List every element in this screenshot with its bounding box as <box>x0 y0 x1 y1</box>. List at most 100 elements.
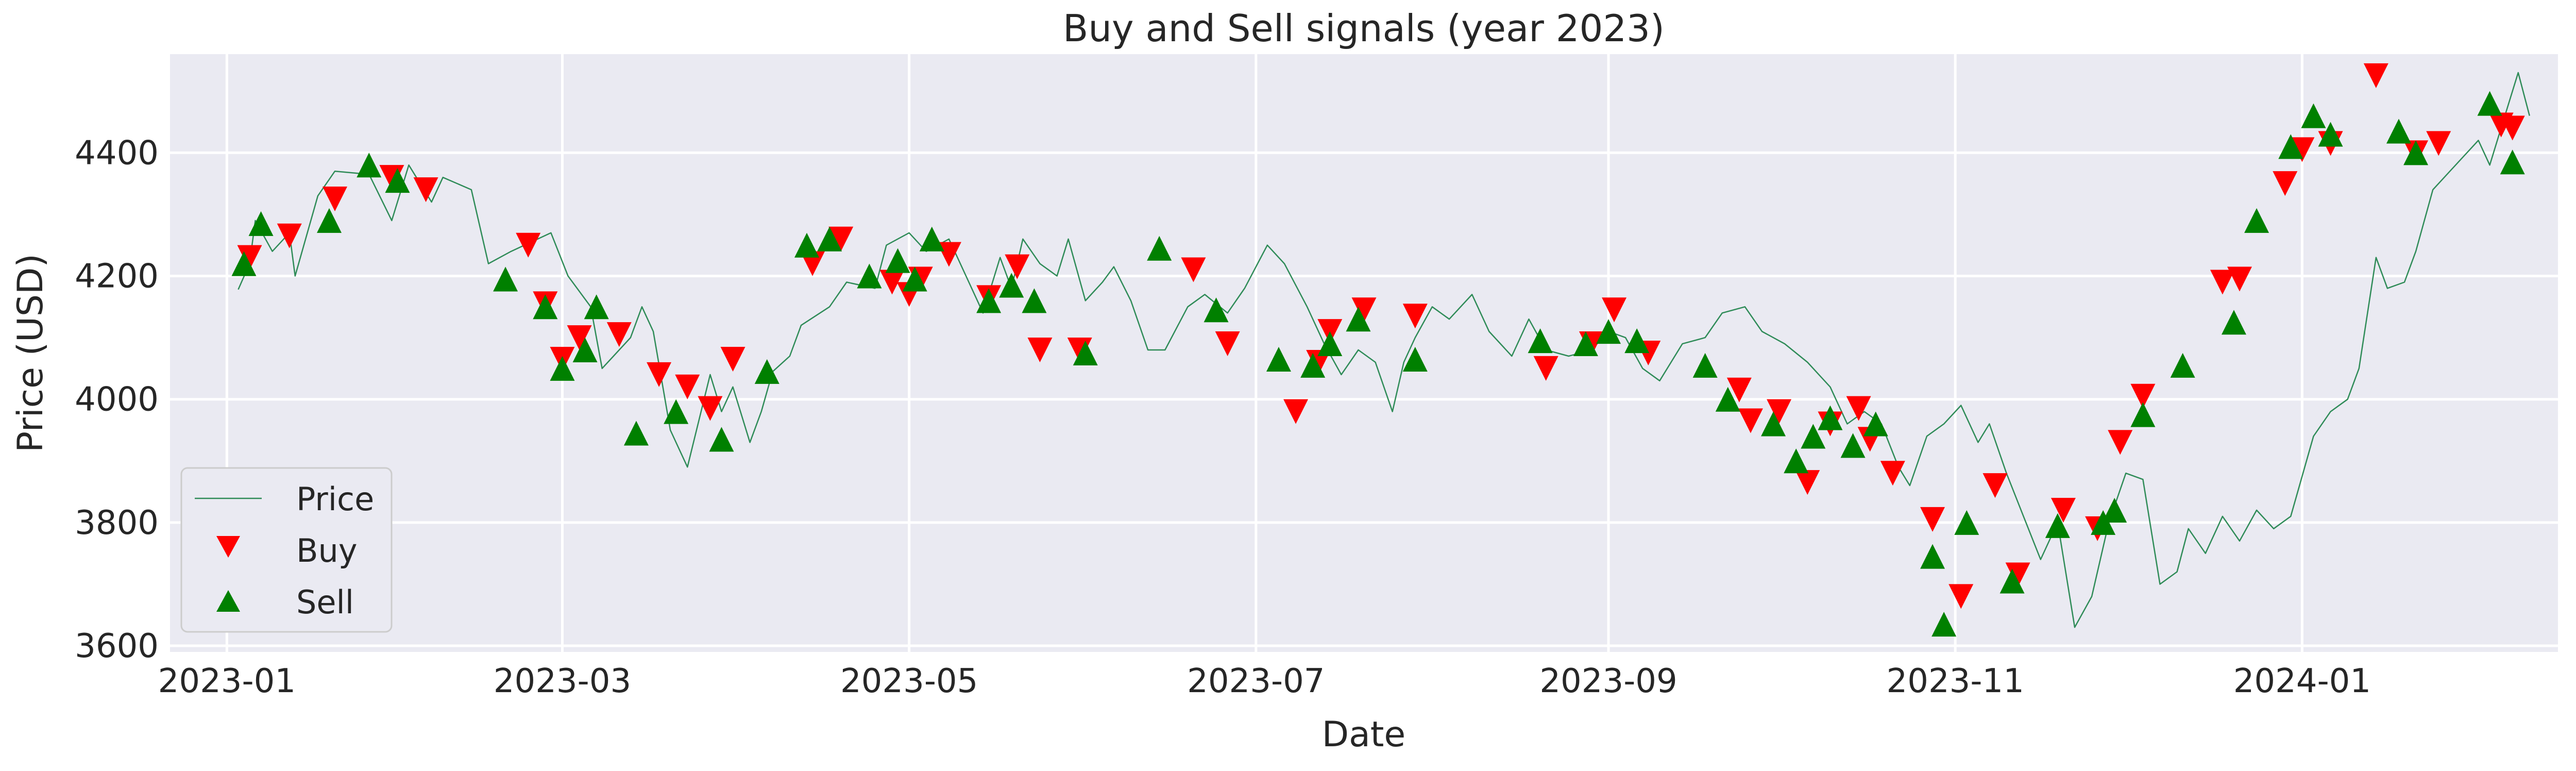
buy-marker <box>323 187 348 212</box>
buy-marker <box>413 177 438 203</box>
buy-marker <box>1181 257 1206 282</box>
sell-marker <box>533 294 558 320</box>
sell-marker <box>1147 236 1172 261</box>
sell-marker <box>999 273 1024 298</box>
buy-marker <box>1602 297 1627 323</box>
buy-marker <box>1027 338 1053 363</box>
sell-marker <box>1300 353 1326 378</box>
sell-markers <box>231 91 2525 637</box>
buy-marker <box>720 346 745 372</box>
buy-marker <box>2227 266 2252 292</box>
sell-marker <box>2244 208 2269 233</box>
sell-marker <box>2102 497 2127 523</box>
sell-marker <box>231 251 257 276</box>
sell-marker <box>885 248 910 273</box>
sell-marker <box>1920 544 1945 569</box>
sell-marker <box>2130 402 2156 427</box>
x-tick-label: 2023-01 <box>158 662 296 700</box>
buy-marker <box>2210 270 2235 295</box>
sell-marker <box>317 208 342 233</box>
buy-marker <box>606 322 632 347</box>
buy-marker <box>567 325 592 350</box>
sell-marker <box>550 356 575 381</box>
sell-marker <box>1624 328 1650 354</box>
sell-marker <box>1266 346 1291 372</box>
x-tick-label: 2023-11 <box>1887 662 2024 700</box>
price-line <box>238 72 2531 628</box>
sell-marker <box>1022 288 1047 313</box>
y-tick-label: 3600 <box>75 627 159 665</box>
buy-marker <box>2500 115 2525 141</box>
buy-marker <box>936 242 961 267</box>
sell-marker <box>248 211 274 236</box>
sell-marker <box>902 266 927 292</box>
buy-marker <box>1795 470 1820 495</box>
buy-marker <box>1402 304 1428 329</box>
x-tick-label: 2024-01 <box>2233 662 2371 700</box>
sell-marker <box>2170 353 2195 378</box>
sell-marker <box>1528 328 1553 354</box>
y-axis-label: Price (USD) <box>10 254 51 452</box>
x-tick-label: 2023-03 <box>494 662 631 700</box>
buy-marker <box>2273 171 2298 196</box>
price-series-line <box>238 72 2531 628</box>
legend-box <box>180 467 393 633</box>
legend-price-label: Price <box>296 480 374 518</box>
buy-marker <box>277 223 302 248</box>
sell-marker <box>664 399 689 424</box>
sell-marker <box>1715 387 1740 412</box>
sell-marker <box>794 232 819 258</box>
sell-marker <box>493 266 518 292</box>
buy-marker <box>1767 399 1792 424</box>
sell-marker <box>1840 433 1866 458</box>
sell-marker <box>1692 353 1718 378</box>
sell-marker <box>1863 411 1888 437</box>
buy-marker <box>1880 461 1905 486</box>
buy-marker <box>828 226 854 252</box>
sell-marker <box>1204 297 1229 323</box>
buy-marker <box>1948 584 1974 609</box>
buy-marker <box>2363 63 2388 88</box>
legend-buy-label: Buy <box>296 532 358 569</box>
buy-marker <box>1533 356 1558 381</box>
legend: Price Buy Sell <box>180 467 393 633</box>
sell-marker <box>2045 513 2070 538</box>
legend-sell-label: Sell <box>296 583 354 621</box>
sell-marker <box>1801 424 1826 449</box>
sell-marker <box>2278 134 2303 159</box>
buy-marker <box>647 362 672 387</box>
buy-marker <box>675 374 700 399</box>
buy-marker <box>2290 137 2315 162</box>
sell-marker <box>2221 310 2246 335</box>
plot-background <box>170 54 2558 652</box>
y-tick-labels: 3600 3800 4000 4200 4400 <box>75 134 159 665</box>
x-tick-label: 2023-07 <box>1187 662 1325 700</box>
buy-marker <box>2130 383 2156 409</box>
sell-marker <box>1818 405 1843 430</box>
legend-buy-swatch <box>216 536 240 558</box>
sell-marker <box>857 263 882 289</box>
sell-marker <box>385 168 410 193</box>
sell-marker <box>1784 448 1809 474</box>
x-tick-label: 2023-09 <box>1539 662 1677 700</box>
buy-marker <box>698 396 723 421</box>
buy-marker <box>1005 254 1030 279</box>
x-axis-label: Date <box>1322 714 1406 755</box>
sell-marker <box>817 226 842 252</box>
buy-marker <box>2108 430 2133 455</box>
buy-marker <box>2005 562 2030 588</box>
sell-marker <box>357 153 382 178</box>
y-tick-label: 4400 <box>75 134 159 172</box>
buy-marker <box>1982 473 2008 498</box>
sell-marker <box>1596 319 1621 344</box>
buy-marker <box>1351 297 1377 323</box>
buy-marker <box>879 270 905 295</box>
buy-marker <box>2426 131 2451 156</box>
x-tick-labels: 2023-01 2023-03 2023-05 2023-07 2023-09 2023-… <box>158 662 2371 700</box>
sell-marker <box>1073 341 1098 365</box>
buy-marker <box>1738 408 1763 433</box>
buy-marker <box>1726 377 1752 403</box>
buy-marker <box>237 245 262 270</box>
chart-title: Buy and Sell signals (year 2023) <box>1063 7 1665 50</box>
